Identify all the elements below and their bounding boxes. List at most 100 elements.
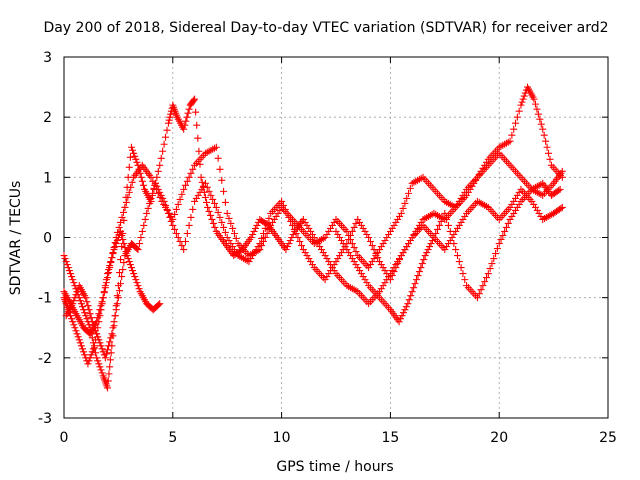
data-point-dense xyxy=(499,231,507,239)
data-point-dense xyxy=(345,236,353,244)
data-point xyxy=(256,240,264,248)
data-point-dense xyxy=(258,235,266,243)
data-point-dense xyxy=(201,193,209,201)
data-point-dense xyxy=(109,324,117,332)
data-point-dense xyxy=(423,249,431,257)
data-point-dense xyxy=(361,227,369,235)
data-point-dense xyxy=(325,258,333,266)
data-point-dense xyxy=(96,312,104,320)
data-point xyxy=(127,143,135,151)
data-point-dense xyxy=(107,349,115,357)
data-point-dense xyxy=(323,255,331,263)
data-point-dense xyxy=(64,264,72,272)
data-point-dense xyxy=(296,238,304,246)
data-point-dense xyxy=(128,178,136,186)
data-point-dense xyxy=(225,214,233,222)
data-point-dense xyxy=(73,330,81,338)
data-point-dense xyxy=(341,243,349,251)
data-point-dense xyxy=(88,348,96,356)
data-point-dense xyxy=(76,297,84,305)
data-point-dense xyxy=(101,282,109,290)
data-point-dense xyxy=(135,285,143,293)
data-point xyxy=(64,306,72,314)
data-point-dense xyxy=(124,193,132,201)
data-point xyxy=(204,203,212,211)
data-point-dense xyxy=(99,294,107,302)
data-point xyxy=(97,306,105,314)
data-point-dense xyxy=(70,297,78,305)
data-point-dense xyxy=(455,221,463,229)
y-tick-label: -3 xyxy=(38,411,52,427)
data-point xyxy=(180,246,188,254)
data-point-dense xyxy=(432,229,440,237)
data-point-dense xyxy=(160,140,168,148)
data-point-dense xyxy=(446,227,454,235)
data-point-dense xyxy=(125,163,133,171)
data-point-dense xyxy=(368,242,376,250)
data-point-dense xyxy=(356,218,364,226)
data-point-dense xyxy=(424,246,432,254)
data-point-dense xyxy=(102,276,110,284)
data-point-dense xyxy=(157,191,165,199)
x-tick-label: 25 xyxy=(599,430,617,446)
series-track-c xyxy=(62,179,566,362)
data-point-dense xyxy=(285,240,293,248)
tick-labels: 0 5 10 15 20 25 -3 -2 -1 0 1 2 3 xyxy=(38,50,617,446)
data-point-dense xyxy=(490,255,498,263)
data-point-dense xyxy=(377,285,385,293)
data-point-dense xyxy=(546,155,554,163)
data-point-dense xyxy=(218,218,226,226)
data-point-dense xyxy=(61,255,69,263)
data-point-dense xyxy=(189,205,197,213)
data-point-dense xyxy=(535,209,543,217)
data-point-dense xyxy=(403,194,411,202)
data-point-dense xyxy=(107,258,115,266)
data-point-dense xyxy=(183,113,191,121)
data-point-dense xyxy=(520,92,528,100)
data-point-dense xyxy=(167,110,175,118)
data-point-dense xyxy=(214,208,222,216)
data-point-dense xyxy=(265,225,273,233)
data-point xyxy=(160,197,168,205)
data-point-dense xyxy=(453,252,461,260)
data-point-dense xyxy=(390,268,398,276)
data-point-dense xyxy=(350,258,358,266)
data-point-dense xyxy=(81,309,89,317)
data-point-dense xyxy=(557,204,565,212)
data-point-dense xyxy=(446,237,454,245)
data-point-dense xyxy=(165,116,173,124)
data-point-dense xyxy=(327,267,335,275)
data-point xyxy=(247,234,255,241)
data-point-dense xyxy=(411,280,419,288)
data-point-dense xyxy=(439,213,447,221)
data-point-dense xyxy=(105,342,113,350)
data-point xyxy=(110,246,118,254)
data-point-dense xyxy=(418,260,426,268)
data-point-dense xyxy=(408,288,416,296)
data-point-dense xyxy=(316,243,324,251)
data-point-dense xyxy=(117,256,125,264)
data-point-dense xyxy=(254,243,262,251)
data-point-dense xyxy=(518,98,526,106)
data-point-dense xyxy=(513,191,521,199)
data-point-dense xyxy=(464,188,472,196)
data-point-dense xyxy=(359,273,367,281)
data-point-dense xyxy=(512,194,520,202)
data-point-dense xyxy=(76,339,84,347)
data-point-dense xyxy=(187,169,195,177)
data-point-dense xyxy=(515,107,523,115)
data-point xyxy=(278,197,286,205)
data-point-dense xyxy=(483,274,491,282)
data-point-dense xyxy=(352,219,360,227)
data-point-dense xyxy=(100,288,108,296)
data-point-dense xyxy=(461,276,469,284)
data-point-dense xyxy=(156,188,164,196)
data-point xyxy=(558,167,566,175)
data-point-dense xyxy=(118,273,126,281)
data-point-dense xyxy=(211,223,219,231)
data-point xyxy=(151,179,159,187)
data-point-dense xyxy=(122,198,130,206)
data-point xyxy=(404,300,412,308)
data-point-dense xyxy=(162,133,170,141)
data-point-dense xyxy=(303,221,311,229)
